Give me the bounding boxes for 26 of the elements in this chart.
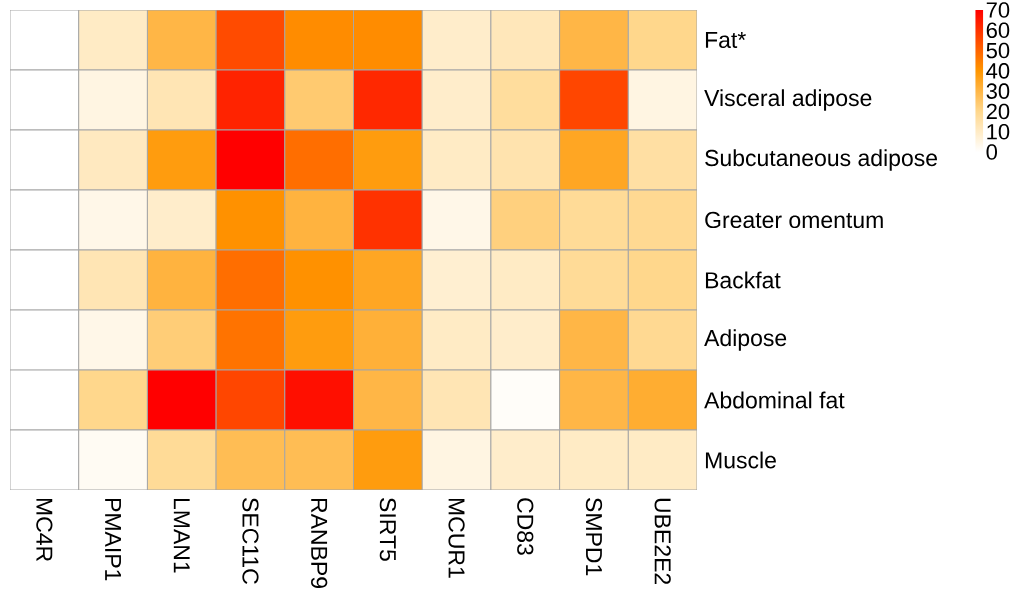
x-tick-label: UBE2E2 xyxy=(654,498,671,585)
x-tick-label: MC4R xyxy=(36,498,53,562)
color-bar-label: 40 xyxy=(986,63,1010,79)
x-tick-label: PMAIP1 xyxy=(105,498,121,581)
x-tick-label: CD83 xyxy=(517,498,534,555)
y-tick-label: Muscle xyxy=(705,451,776,469)
y-tick-label: Abdominal fat xyxy=(704,391,845,409)
color-bar-label: 0 xyxy=(986,144,998,160)
y-tick-label: Greater omentum xyxy=(705,211,883,229)
color-bar-label: 10 xyxy=(987,123,1010,140)
color-bar-label: 20 xyxy=(986,103,1010,120)
y-tick-label: Adipose xyxy=(704,329,787,351)
color-bar-label: 50 xyxy=(986,42,1010,59)
color-bar-label: 60 xyxy=(986,22,1010,39)
y-tick-label: Backfat xyxy=(705,271,781,289)
color-bar-label: 30 xyxy=(986,83,1010,99)
x-tick-label: MCUR1 xyxy=(448,498,465,578)
x-tick-label: SMPD1 xyxy=(585,498,603,576)
color-bar-label: 70 xyxy=(986,2,1010,18)
y-tick-label: Subcutaneous adipose xyxy=(705,149,938,171)
x-tick-label: SIRT5 xyxy=(379,498,397,561)
x-tick-label: LMAN1 xyxy=(173,498,190,573)
y-tick-label: Fat* xyxy=(705,31,746,49)
x-tick-label: RANBP9 xyxy=(311,498,328,588)
y-tick-label: Visceral adipose xyxy=(704,89,872,111)
x-tick-label: SEC11C xyxy=(242,498,259,584)
